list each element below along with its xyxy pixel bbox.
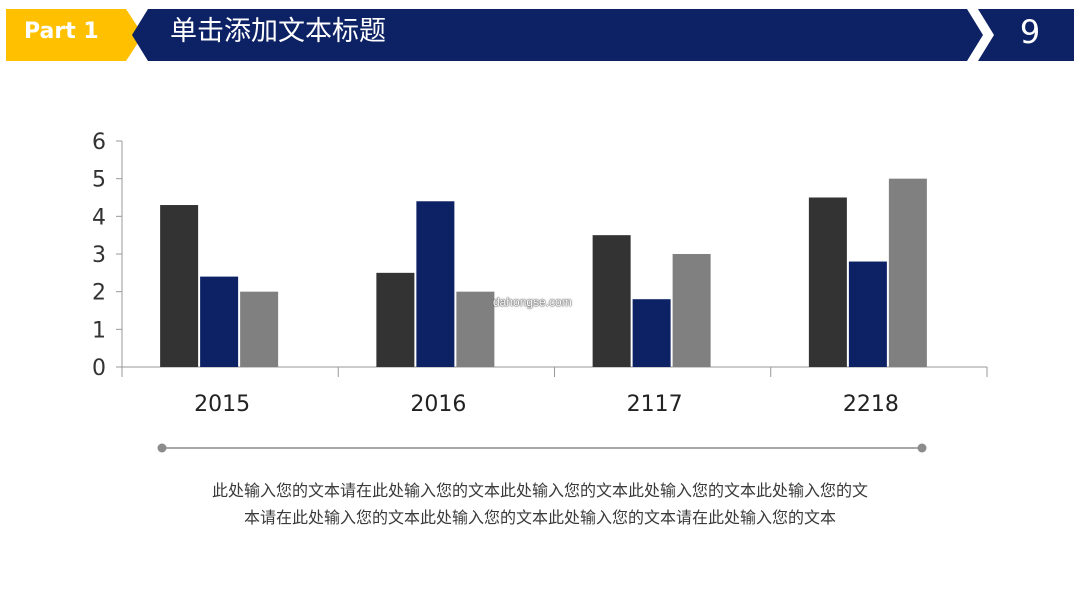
y-tick-label: 3 — [92, 243, 106, 268]
x-tick-label: 2117 — [627, 392, 683, 417]
bar — [456, 291, 495, 367]
page-title: 单击添加文本标题 — [170, 16, 386, 47]
header-shapes — [6, 9, 1074, 61]
divider-dot-left — [157, 443, 167, 453]
header-bar: Part 1 单击添加文本标题 9 — [0, 0, 1080, 62]
bar — [160, 205, 199, 367]
bar — [376, 272, 415, 367]
bar — [240, 291, 279, 367]
page-number: 9 — [1019, 13, 1041, 51]
bar-chart: 0 1 2 3 4 5 6 2015 2016 2117 2218 — [92, 130, 988, 417]
bar — [672, 254, 711, 367]
y-tick-label: 0 — [92, 356, 106, 381]
bar — [848, 261, 887, 367]
bar — [808, 197, 847, 367]
x-tick-label: 2218 — [843, 392, 899, 417]
caption-text: 此处输入您的文本请在此处输入您的文本此处输入您的文本此处输入您的文本此处输入您的… — [160, 477, 920, 531]
y-tick-label: 6 — [92, 130, 106, 155]
x-tick-label: 2016 — [410, 392, 466, 417]
y-tick-label: 4 — [92, 205, 106, 230]
y-tick-label: 5 — [92, 168, 106, 193]
title-band-shape — [132, 9, 983, 61]
bar — [592, 235, 631, 367]
bar — [200, 276, 239, 367]
part-tab-shape — [6, 9, 143, 61]
part-label: Part 1 — [24, 19, 99, 44]
page-number-shape — [978, 9, 1074, 61]
caption-line-1: 此处输入您的文本请在此处输入您的文本此处输入您的文本此处输入您的文本此处输入您的… — [211, 481, 868, 500]
watermark: dahongse.com — [493, 295, 572, 309]
bar — [416, 201, 455, 367]
x-tick-label: 2015 — [194, 392, 250, 417]
caption-line-2: 本请在此处输入您的文本此处输入您的文本此处输入您的文本请在此处输入您的文本 — [243, 508, 836, 527]
divider-line — [157, 443, 927, 453]
divider-dot-right — [917, 443, 927, 453]
y-tick-label: 2 — [92, 281, 106, 306]
y-tick-label: 1 — [92, 318, 106, 343]
bar — [888, 178, 927, 367]
bar — [632, 299, 671, 367]
